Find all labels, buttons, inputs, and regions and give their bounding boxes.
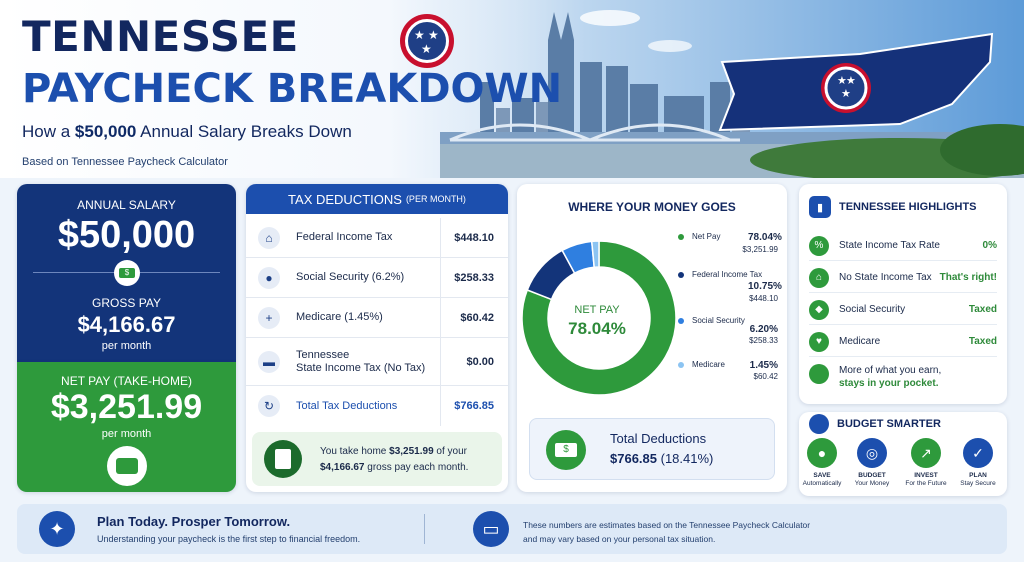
hero-banner: ★ ★ ★ TENNESSEE PAYCHECK BREAKDOWN ★ ★ ★… [0, 0, 1024, 178]
tax-row-federal: ⌂ Federal Income Tax $448.10 [246, 218, 508, 258]
footer-subline: Understanding your paycheck is the first… [97, 534, 361, 544]
donut-chart [521, 240, 677, 396]
net-pay-value: $3,251.99 [50, 388, 203, 426]
page-title-line1: TENNESSEE [22, 12, 299, 61]
annual-salary-value: $50,000 [57, 214, 196, 256]
monitor-icon: ▭ [473, 511, 509, 547]
donut-hole [549, 268, 649, 368]
page-title-line2: PAYCHECK BREAKDOWN [22, 66, 563, 112]
shield-icon: ◆ [809, 299, 829, 320]
annual-salary-label: ANNUAL SALARY [77, 198, 176, 212]
shield-person-icon: ● [258, 266, 280, 289]
calculator-icon [264, 440, 302, 478]
legend-dot [678, 362, 684, 368]
total-deductions-value: $766.85 [610, 451, 657, 466]
budget-title: BUDGET SMARTER [837, 418, 941, 430]
gross-pay-value: $4,166.67 [77, 312, 176, 337]
total-deductions-label: Total Deductions [610, 431, 707, 446]
tax-row-tennessee: ▬ Tennessee State Income Tax (No Tax) $0.0… [246, 338, 508, 386]
percent-icon: % [809, 235, 829, 256]
net-pay-label: NET PAY (TAKE-HOME) [61, 374, 192, 388]
wallet-icon [107, 446, 147, 486]
medical-cross-icon: + [258, 306, 280, 329]
piggy-bank-icon [809, 414, 829, 434]
footer-headline: Plan Today. Prosper Tomorrow. [97, 514, 291, 529]
footer-banner: ✦ Plan Today. Prosper Tomorrow. Understa… [17, 504, 1007, 554]
gross-pay-label: GROSS PAY [92, 296, 161, 310]
tennessee-flag-seal-icon: ★ ★ ★ [400, 14, 454, 68]
svg-text:★: ★ [846, 74, 856, 87]
highlights-title: TENNESSEE HIGHLIGHTS [839, 201, 977, 213]
shield-check-icon: ✓ [963, 438, 993, 468]
net-pay-card: NET PAY (TAKE-HOME) $3,251.99 per month [17, 362, 236, 492]
donut-slice-net-pay [521, 240, 677, 396]
divider [424, 514, 425, 544]
lightbulb-icon: ✦ [39, 511, 75, 547]
highlight-more-line1: More of what you earn, [839, 365, 942, 376]
bank-icon: ⌂ [258, 226, 280, 249]
bank-icon: ⌂ [809, 267, 829, 288]
legend-dot [678, 318, 684, 324]
page-subtitle: How a $50,000 Annual Salary Breaks Down [22, 122, 352, 141]
budget-item-plan: ✓ PLAN Stay Secure [955, 438, 1001, 488]
tax-row-total: ↻ Total Tax Deductions $766.85 [246, 386, 508, 426]
total-deductions-box: $ Total Deductions $766.85 (18.41%) [529, 418, 775, 480]
total-deductions-pct: (18.41%) [660, 451, 714, 466]
money-breakdown-title: WHERE YOUR MONEY GOES [568, 200, 736, 214]
disclaimer-line2: and may vary based on your personal tax … [523, 534, 716, 544]
legend-dot [678, 272, 684, 278]
cash-icon: $ [546, 430, 586, 470]
donut-center-label: NET PAY [574, 304, 620, 316]
highlight-row: ⌂ No State Income Tax That's right! [809, 263, 997, 293]
nashville-skyline-image: ★ ★ ★ [440, 0, 1024, 178]
tennessee-highlights-card: ▮ TENNESSEE HIGHLIGHTS % State Income Tax… [799, 184, 1007, 404]
highlight-row: % State Income Tax Rate 0% [809, 231, 997, 261]
tax-row-medicare: + Medicare (1.45%) $60.42 [246, 298, 508, 338]
annual-salary-card: ANNUAL SALARY $50,000 $ GROSS PAY $4,166… [17, 184, 236, 362]
net-pay-unit: per month [101, 428, 152, 440]
palm-tree-icon [809, 364, 829, 384]
growth-chart-icon: ↗ [911, 438, 941, 468]
piggy-bank-icon: ● [807, 438, 837, 468]
bar-chart-icon: ▮ [809, 196, 831, 218]
budget-item-save: ● SAVE Automatically [799, 438, 845, 488]
legend-dot [678, 234, 684, 240]
source-note: Based on Tennessee Paycheck Calculator [22, 156, 228, 168]
donut-slice-medicare [590, 240, 600, 269]
tax-row-social-security: ● Social Security (6.2%) $258.33 [246, 258, 508, 298]
budget-smarter-card: BUDGET SMARTER ● SAVE Automatically ◎ BUDGE… [799, 412, 1007, 496]
refresh-dollar-icon: ↻ [258, 395, 280, 417]
cash-icon: $ [114, 260, 140, 286]
highlight-row: ◆ Social Security Taxed [809, 295, 997, 325]
svg-text:★: ★ [837, 74, 847, 87]
gross-pay-unit: per month [101, 340, 152, 352]
svg-text:★: ★ [841, 87, 851, 100]
heart-icon: ♥ [809, 331, 829, 352]
tax-deductions-card: TAX DEDUCTIONS (PER MONTH) ⌂ Federal Incom… [246, 184, 508, 492]
take-home-note: You take home $3,251.99 of your $4,166.67… [252, 432, 502, 486]
target-icon: ◎ [857, 438, 887, 468]
tennessee-map-icon: ▬ [258, 350, 280, 373]
highlight-more-line2: stays in your pocket. [839, 378, 939, 389]
highlight-row: ♥ Medicare Taxed [809, 327, 997, 357]
money-breakdown-card: WHERE YOUR MONEY GOES NET PAY 78.04% Net… [517, 184, 787, 492]
budget-item-invest: ↗ INVEST For the Future [903, 438, 949, 488]
donut-center-value: 78.04% [568, 319, 626, 338]
tax-deductions-header: TAX DEDUCTIONS (PER MONTH) [246, 184, 508, 214]
disclaimer-line1: These numbers are estimates based on the… [523, 520, 811, 530]
budget-item-budget: ◎ BUDGET Your Money [849, 438, 895, 488]
